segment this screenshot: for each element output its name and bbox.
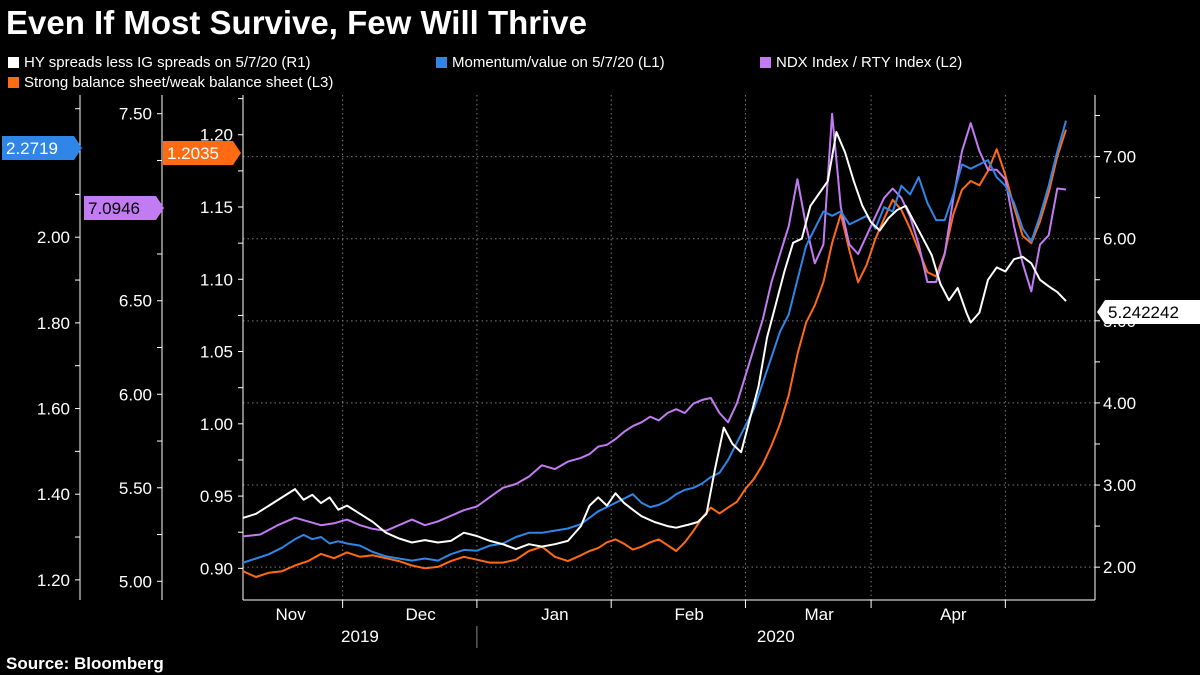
last-value-hy-label: 5.242242 (1108, 303, 1179, 322)
legend-swatch-momentum (436, 57, 447, 68)
x-tick-label: Dec (405, 605, 436, 624)
y-tick-label-L2: 5.50 (119, 479, 152, 498)
y-tick-label-L3: 1.10 (200, 270, 233, 289)
y-tick-label-R1: 4.00 (1103, 394, 1136, 413)
y-tick-label-L3: 1.15 (200, 198, 233, 217)
last-value-hy-tag (1097, 300, 1200, 324)
legend-label-ndx: NDX Index / RTY Index (L2) (776, 54, 962, 71)
last-value-momentum-label: 2.2719 (6, 139, 58, 158)
y-tick-label-L1: 1.60 (37, 400, 70, 419)
y-tick-label-R1: 6.00 (1103, 230, 1136, 249)
series-line-momentum (242, 120, 1067, 564)
series-lines (242, 112, 1067, 578)
y-tick-label-R1: 3.00 (1103, 476, 1136, 495)
year-label: 2019 (341, 627, 379, 646)
series-line-ndx (242, 112, 1067, 538)
x-tick-label: Nov (276, 605, 307, 624)
y-tick-label-L3: 0.95 (200, 487, 233, 506)
legend: HY spreads less IG spreads on 5/7/20 (R1… (8, 54, 962, 91)
last-value-ndx-label: 7.0946 (88, 199, 140, 218)
x-tick-label: Jan (541, 605, 568, 624)
y-tick-label-L1: 1.20 (37, 571, 70, 590)
legend-swatch-hy (8, 57, 19, 68)
y-tick-label-L3: 1.05 (200, 343, 233, 362)
y-tick-label-L2: 5.00 (119, 572, 152, 591)
y-tick-label-R1: 7.00 (1103, 148, 1136, 167)
last-value-markers: 2.2719 7.0946 1.2035 5.242242 (2, 136, 1200, 324)
last-value-momentum-tag (2, 136, 82, 160)
last-value-ndx-tag (84, 196, 164, 220)
last-value-strong-label: 1.2035 (167, 144, 219, 163)
x-tick-label: Feb (675, 605, 704, 624)
year-label: 2020 (757, 627, 795, 646)
source-note: Source: Bloomberg (6, 654, 164, 673)
y-tick-label-L3: 0.90 (200, 559, 233, 578)
y-tick-label-L2: 6.00 (119, 385, 152, 404)
series-line-hy (242, 131, 1067, 551)
x-tick-label: Apr (940, 605, 967, 624)
x-tick-label: Mar (804, 605, 834, 624)
y-tick-label-L2: 6.50 (119, 292, 152, 311)
legend-label-momentum: Momentum/value on 5/7/20 (L1) (452, 54, 665, 71)
legend-swatch-strong (8, 77, 19, 88)
y-tick-label-L1: 1.80 (37, 314, 70, 333)
last-value-strong-tag (163, 141, 241, 165)
legend-swatch-ndx (760, 57, 771, 68)
y-tick-label-L1: 1.40 (37, 485, 70, 504)
y-tick-label-L1: 2.00 (37, 228, 70, 247)
y-tick-label-L2: 7.50 (119, 105, 152, 124)
y-tick-label-L3: 1.00 (200, 415, 233, 434)
y-tick-label-L3: 1.20 (200, 126, 233, 145)
legend-label-hy: HY spreads less IG spreads on 5/7/20 (R1… (24, 54, 311, 71)
legend-label-strong: Strong balance sheet/weak balance sheet … (24, 74, 333, 91)
y-tick-label-R1: 2.00 (1103, 558, 1136, 577)
chart-title: Even If Most Survive, Few Will Thrive (6, 4, 587, 41)
gridlines (243, 95, 1095, 600)
